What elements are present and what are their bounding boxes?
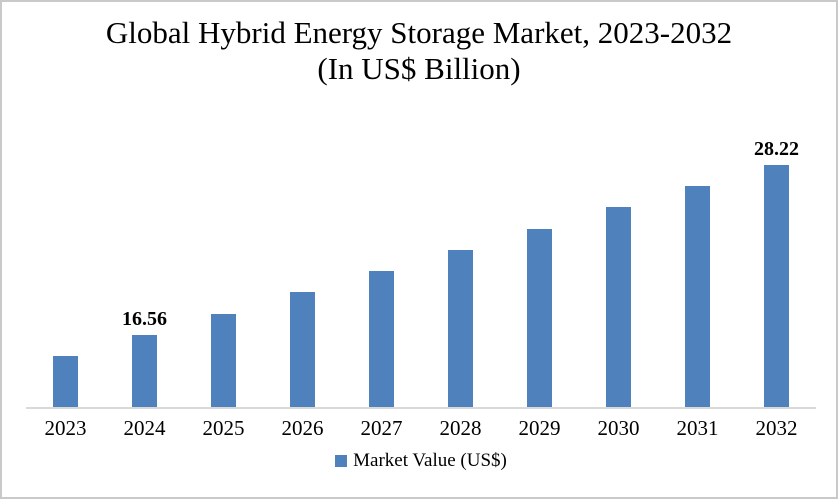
bar-2027 [369,271,394,407]
bar-2024 [132,335,157,407]
bar-2025 [211,314,236,407]
x-axis-label-2026: 2026 [281,416,324,440]
value-label-2032: 28.22 [754,138,799,160]
bar-2030 [606,207,631,407]
bar-column-2029 [500,229,579,407]
legend: Market Value (US$) [26,450,816,472]
x-axis-label-2027: 2027 [360,416,403,440]
bar-column-2024: 16.56 [105,308,184,407]
x-axis-label-2030: 2030 [597,416,640,440]
x-axis: 2023 2024 2025 2026 2027 2028 2029 2030 2031 2032 [26,416,816,440]
bar-column-2028 [421,250,500,407]
x-axis-label-2028: 2028 [439,416,482,440]
bar-2032 [764,165,789,407]
chart-title-line2: (In US$ Billion) [317,51,521,86]
x-axis-label-2025: 2025 [202,416,245,440]
legend-marker-icon [335,455,348,467]
chart-title-line1: Global Hybrid Energy Storage Market, 202… [105,15,733,50]
bar-column-2026 [263,292,342,407]
bar-column-2025 [184,314,263,407]
chart-title: Global Hybrid Energy Storage Market, 202… [2,15,836,87]
x-axis-label-2024: 2024 [123,416,166,440]
bar-column-2031 [658,186,737,407]
value-label-2024: 16.56 [122,308,167,330]
x-axis-label-2023: 2023 [44,416,87,440]
bar-column-2030 [579,207,658,407]
legend-label: Market Value (US$) [353,450,507,471]
bar-column-2023 [26,356,105,407]
chart-area: 16.56 28.22 2023 2024 2025 2026 2027 2028 2029 2… [26,136,816,472]
x-axis-label-2032: 2032 [755,416,798,440]
plot-area: 16.56 28.22 [26,136,816,409]
bar-column-2032: 28.22 [737,138,816,407]
x-axis-label-2031: 2031 [676,416,719,440]
bar-2029 [527,229,552,407]
bar-2023 [53,356,78,407]
bar-column-2027 [342,271,421,407]
bar-2026 [290,292,315,407]
x-axis-label-2029: 2029 [518,416,561,440]
bar-2031 [685,186,710,407]
bar-2028 [448,250,473,407]
